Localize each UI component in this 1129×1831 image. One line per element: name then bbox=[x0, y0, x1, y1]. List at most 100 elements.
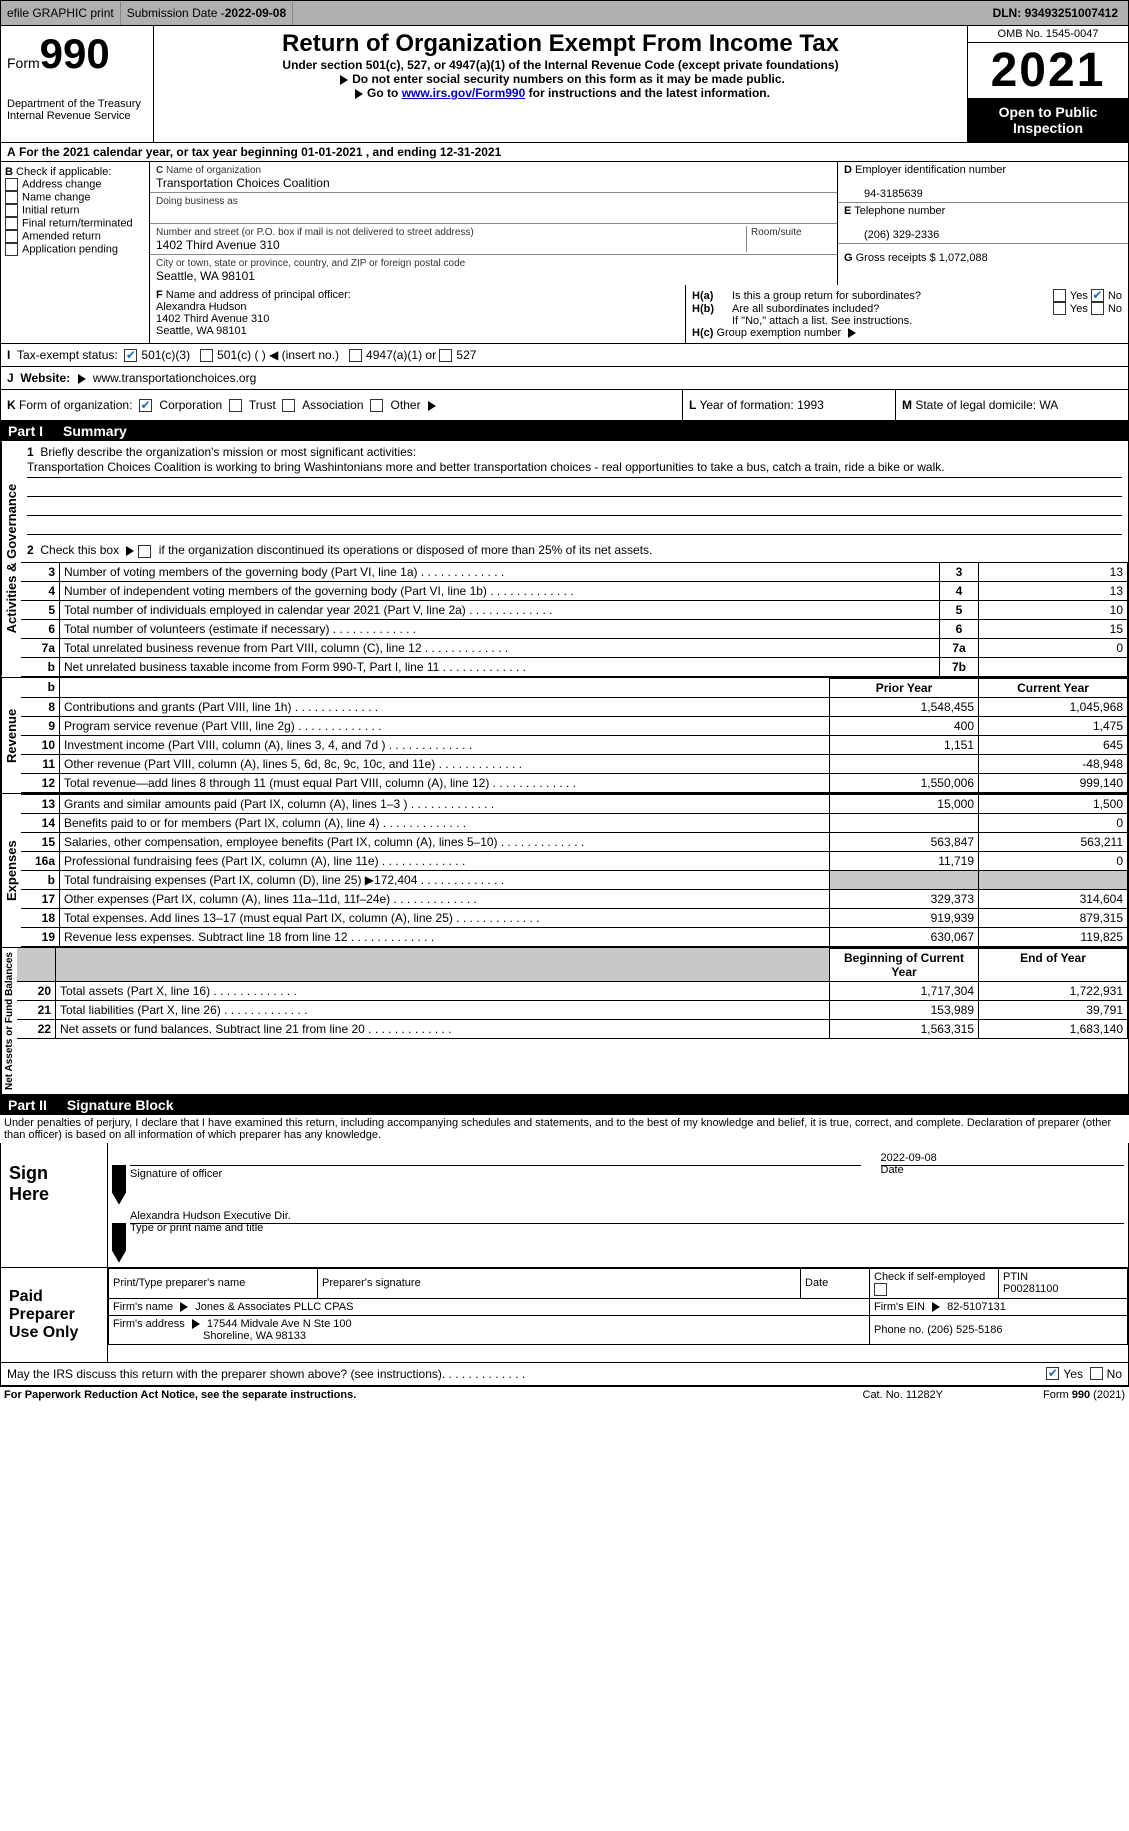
checkbox-icon[interactable] bbox=[1090, 1367, 1103, 1380]
checkbox-icon[interactable] bbox=[370, 399, 383, 412]
b-opt-pending: Application pending bbox=[22, 243, 118, 255]
dots-fill bbox=[442, 1367, 1047, 1381]
public-inspection: Open to Public Inspection bbox=[968, 98, 1128, 142]
gross-label: Gross receipts $ bbox=[856, 252, 939, 264]
firm-ein-label: Firm's EIN bbox=[874, 1301, 928, 1313]
section-deg: D Employer identification number 94-3185… bbox=[837, 162, 1128, 285]
c-name-label: Name of organization bbox=[166, 165, 261, 176]
revenue-block: Revenue b Prior Year Current Year 8Contr… bbox=[0, 678, 1129, 794]
checkbox-icon[interactable] bbox=[200, 349, 213, 362]
checkbox-icon[interactable] bbox=[1053, 302, 1066, 315]
form-footer: Form 990 (2021) bbox=[1043, 1389, 1125, 1401]
table-row: 5Total number of individuals employed in… bbox=[21, 600, 1128, 619]
table-row: 7aTotal unrelated business revenue from … bbox=[21, 638, 1128, 657]
table-row: 18Total expenses. Add lines 13–17 (must … bbox=[21, 908, 1128, 927]
firm-addr1: 17544 Midvale Ave N Ste 100 bbox=[207, 1318, 352, 1330]
goto-link[interactable]: www.irs.gov/Form990 bbox=[402, 86, 526, 100]
b-opt-amended: Amended return bbox=[22, 230, 101, 242]
checkbox-icon[interactable] bbox=[124, 349, 137, 362]
mission-line bbox=[27, 497, 1122, 516]
checkbox-icon[interactable] bbox=[5, 230, 18, 243]
part2-name: Signature Block bbox=[67, 1097, 174, 1113]
checkbox-icon[interactable] bbox=[5, 191, 18, 204]
h-c-text: Group exemption number bbox=[716, 327, 841, 339]
submission-date: 2022-09-08 bbox=[225, 6, 286, 20]
arrow-icon bbox=[180, 1302, 188, 1312]
year-mid: , and ending bbox=[366, 145, 440, 159]
room-label: Room/suite bbox=[751, 227, 802, 238]
table-header-row: Beginning of Current Year End of Year bbox=[17, 948, 1128, 981]
part2-title: Part II bbox=[8, 1097, 67, 1113]
year-formation: 1993 bbox=[797, 398, 824, 412]
firm-name: Jones & Associates PLLC CPAS bbox=[195, 1301, 353, 1313]
table-row: Firm's address 17544 Midvale Ave N Ste 1… bbox=[109, 1315, 1128, 1344]
col-current: Current Year bbox=[979, 678, 1128, 697]
gross-value: 1,072,088 bbox=[939, 252, 988, 264]
discuss-text: May the IRS discuss this return with the… bbox=[7, 1367, 442, 1381]
checkbox-icon[interactable] bbox=[349, 349, 362, 362]
checkbox-icon[interactable] bbox=[138, 545, 151, 558]
declaration-text: Under penalties of perjury, I declare th… bbox=[0, 1115, 1129, 1143]
checkbox-icon[interactable] bbox=[439, 349, 452, 362]
prep-name-label: Print/Type preparer's name bbox=[109, 1268, 318, 1298]
checkbox-icon[interactable] bbox=[5, 243, 18, 256]
ptin-label: PTIN bbox=[1003, 1271, 1028, 1283]
website-label: Website: bbox=[20, 371, 70, 385]
section-m: M State of legal domicile: WA bbox=[896, 390, 1128, 420]
section-h: H(a) Is this a group return for subordin… bbox=[686, 285, 1128, 343]
arrow-icon bbox=[126, 546, 134, 556]
checkbox-icon[interactable] bbox=[229, 399, 242, 412]
checkbox-icon[interactable] bbox=[5, 178, 18, 191]
col-begin: Beginning of Current Year bbox=[830, 948, 979, 981]
net-table: Beginning of Current Year End of Year 20… bbox=[17, 948, 1128, 1039]
expenses-block: Expenses 13Grants and similar amounts pa… bbox=[0, 794, 1129, 948]
section-bcd: B Check if applicable: Address change Na… bbox=[0, 162, 1129, 285]
tax-year: 2021 bbox=[968, 43, 1128, 98]
year-pre: For the 2021 calendar year, or tax year … bbox=[19, 145, 301, 159]
part1-body: Activities & Governance 1 Briefly descri… bbox=[0, 441, 1129, 677]
sig-officer-line: Signature of officer bbox=[130, 1165, 861, 1205]
table-row: 4Number of independent voting members of… bbox=[21, 581, 1128, 600]
self-employed-cell: Check if self-employed bbox=[870, 1268, 999, 1298]
sig-officer-label: Signature of officer bbox=[130, 1168, 222, 1180]
table-row: 15Salaries, other compensation, employee… bbox=[21, 832, 1128, 851]
firm-phone-label: Phone no. bbox=[874, 1324, 927, 1336]
firm-name-label: Firm's name bbox=[113, 1301, 176, 1313]
part1-title: Part I bbox=[8, 423, 63, 439]
firm-addr-label: Firm's address bbox=[113, 1318, 188, 1330]
prep-sig-label: Preparer's signature bbox=[318, 1268, 801, 1298]
checkbox-icon[interactable] bbox=[282, 399, 295, 412]
website-value: www.transportationchoices.org bbox=[93, 371, 256, 385]
section-i: I Tax-exempt status: 501(c)(3) 501(c) ( … bbox=[0, 344, 1129, 367]
table-row: 17Other expenses (Part IX, column (A), l… bbox=[21, 889, 1128, 908]
firm-ein: 82-5107131 bbox=[947, 1301, 1006, 1313]
domicile-label: State of legal domicile: bbox=[915, 398, 1039, 412]
q1-block: 1 Briefly describe the organization's mi… bbox=[21, 441, 1128, 539]
checkbox-icon[interactable] bbox=[1046, 1367, 1059, 1380]
dln-label: DLN: bbox=[993, 6, 1025, 20]
warn-text: Do not enter social security numbers on … bbox=[352, 72, 785, 86]
pra-notice: For Paperwork Reduction Act Notice, see … bbox=[4, 1389, 356, 1401]
checkbox-icon[interactable] bbox=[5, 204, 18, 217]
b-opt-initial: Initial return bbox=[22, 204, 79, 216]
arrow-icon bbox=[932, 1302, 940, 1312]
year-end: 12-31-2021 bbox=[440, 145, 501, 159]
checkbox-icon[interactable] bbox=[5, 217, 18, 230]
checkbox-icon[interactable] bbox=[139, 399, 152, 412]
checkbox-icon[interactable] bbox=[1091, 302, 1104, 315]
opt-trust: Trust bbox=[249, 398, 276, 412]
checkbox-icon[interactable] bbox=[874, 1283, 887, 1296]
submission-label: Submission Date - bbox=[127, 6, 225, 20]
opt-4947: 4947(a)(1) or bbox=[366, 348, 436, 362]
goto-line: Go to www.irs.gov/Form990 for instructio… bbox=[160, 86, 961, 100]
ptin-value: P00281100 bbox=[1003, 1283, 1058, 1295]
table-row: 11Other revenue (Part VIII, column (A), … bbox=[21, 754, 1128, 773]
phone-value: (206) 329-2336 bbox=[844, 229, 939, 241]
checkbox-icon[interactable] bbox=[1091, 289, 1104, 302]
checkbox-icon[interactable] bbox=[1053, 289, 1066, 302]
firm-addr2: Shoreline, WA 98133 bbox=[113, 1330, 306, 1342]
yes-label: Yes bbox=[1070, 303, 1088, 315]
warn-line: Do not enter social security numbers on … bbox=[160, 72, 961, 86]
dba-label: Doing business as bbox=[156, 196, 238, 207]
mission-text: Transportation Choices Coalition is work… bbox=[27, 459, 1122, 478]
